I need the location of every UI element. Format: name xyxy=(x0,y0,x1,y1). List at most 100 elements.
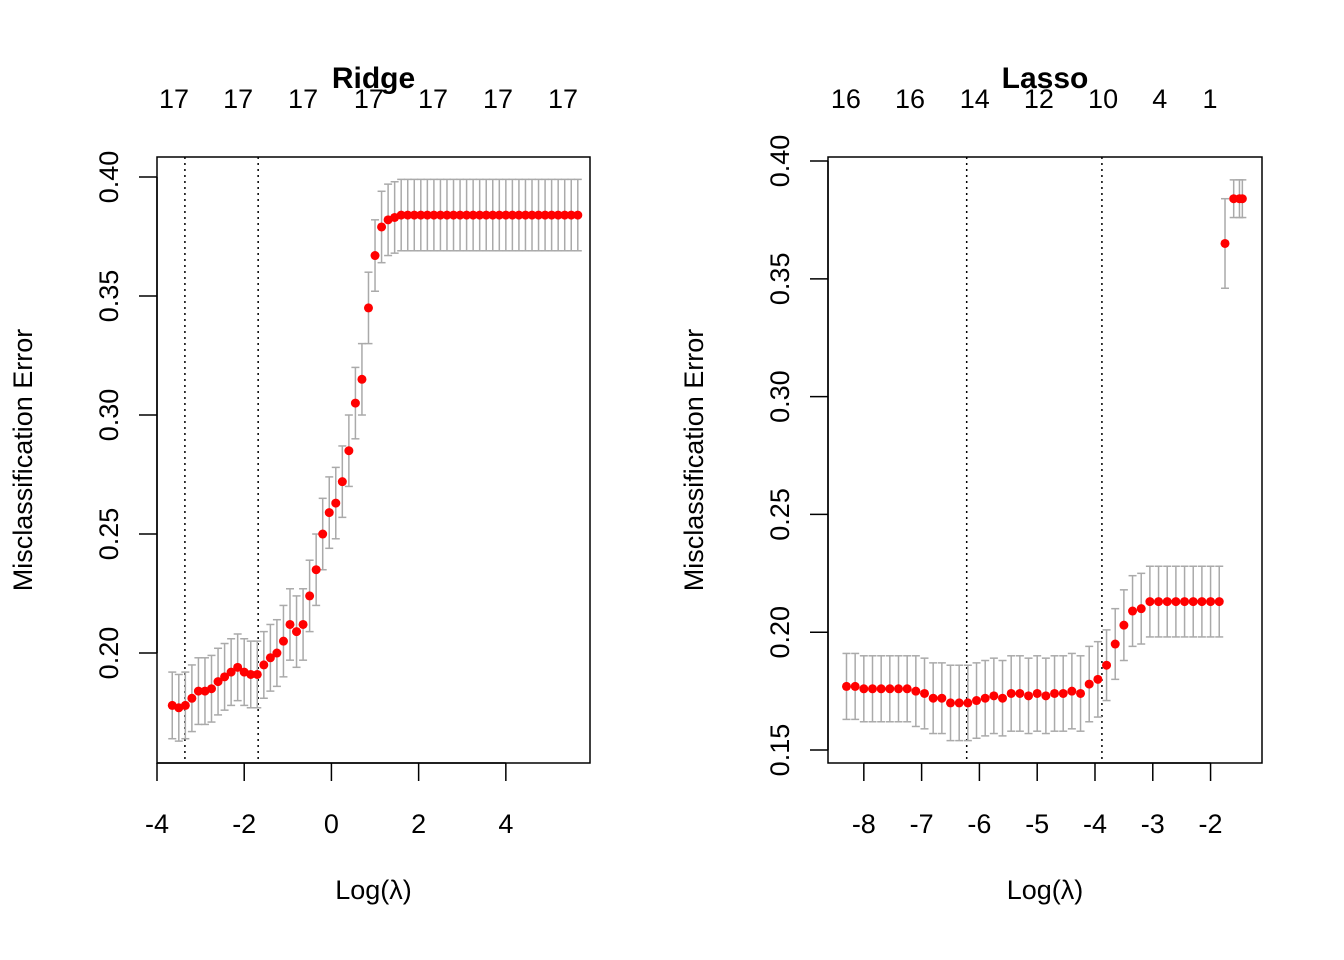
point xyxy=(429,210,439,220)
point xyxy=(226,667,236,677)
top-tick-label: 4 xyxy=(1152,84,1167,114)
point xyxy=(488,210,498,220)
point xyxy=(1136,604,1146,614)
y-tick-label: 0.25 xyxy=(94,508,124,561)
top-tick-label: 1 xyxy=(1202,84,1217,114)
top-tick-label: 17 xyxy=(354,84,384,114)
point xyxy=(937,693,947,703)
point xyxy=(876,684,886,694)
point xyxy=(1076,688,1086,698)
point xyxy=(534,210,544,220)
x-tick-label: -4 xyxy=(1083,809,1107,839)
top-tick-label: 17 xyxy=(483,84,513,114)
point xyxy=(540,210,550,220)
y-tick-label: 0.20 xyxy=(765,606,795,659)
point xyxy=(1032,688,1042,698)
point xyxy=(1237,194,1247,204)
point xyxy=(180,700,190,710)
point xyxy=(193,686,203,696)
point xyxy=(357,374,367,384)
top-tick-label: 17 xyxy=(548,84,578,114)
point xyxy=(285,619,295,629)
top-tick-label: 16 xyxy=(831,84,861,114)
point xyxy=(553,210,563,220)
point xyxy=(573,210,583,220)
plot-box xyxy=(827,156,1263,764)
point xyxy=(462,210,472,220)
point xyxy=(305,591,315,601)
point xyxy=(954,698,964,708)
point xyxy=(1162,597,1172,607)
top-tick-label: 12 xyxy=(1024,84,1054,114)
x-tick-label: 2 xyxy=(411,809,426,839)
point xyxy=(1220,238,1230,248)
point xyxy=(272,648,282,658)
point xyxy=(475,210,485,220)
top-tick-label: 17 xyxy=(418,84,448,114)
y-tick-label: 0.30 xyxy=(94,389,124,442)
point xyxy=(370,251,380,261)
point xyxy=(1041,691,1051,701)
point xyxy=(1214,597,1224,607)
point xyxy=(1197,597,1207,607)
point xyxy=(468,210,478,220)
point xyxy=(1110,639,1120,649)
point xyxy=(894,684,904,694)
y-tick-label: 0.20 xyxy=(94,627,124,680)
point xyxy=(292,627,302,637)
y-tick-label: 0.25 xyxy=(765,488,795,541)
point xyxy=(1171,597,1181,607)
point xyxy=(409,210,419,220)
point xyxy=(435,210,445,220)
y-tick-label: 0.40 xyxy=(94,151,124,204)
point xyxy=(1006,688,1016,698)
point xyxy=(449,210,459,220)
point xyxy=(363,303,373,313)
point xyxy=(998,693,1008,703)
point xyxy=(1145,597,1155,607)
x-tick-label: -3 xyxy=(1141,809,1165,839)
point xyxy=(1102,660,1112,670)
x-axis-label: Log(λ) xyxy=(1007,875,1084,905)
y-tick-label: 0.40 xyxy=(765,135,795,188)
point xyxy=(520,210,530,220)
point xyxy=(1128,606,1138,616)
point xyxy=(377,222,387,232)
point xyxy=(920,688,930,698)
point xyxy=(1154,597,1164,607)
x-tick-label: -6 xyxy=(967,809,991,839)
point xyxy=(403,210,413,220)
chart-title: Ridge xyxy=(332,62,415,95)
point xyxy=(350,398,360,408)
point xyxy=(213,677,223,687)
point xyxy=(885,684,895,694)
point xyxy=(207,684,217,694)
top-tick-label: 17 xyxy=(223,84,253,114)
point xyxy=(233,662,243,672)
x-tick-label: 4 xyxy=(498,809,513,839)
y-axis-label: Misclassification Error xyxy=(679,329,709,592)
point xyxy=(416,210,426,220)
point xyxy=(278,636,288,646)
point xyxy=(514,210,524,220)
point xyxy=(501,210,511,220)
point xyxy=(859,684,869,694)
x-tick-label: -7 xyxy=(910,809,934,839)
y-tick-label: 0.35 xyxy=(765,253,795,306)
chart-title: Lasso xyxy=(1002,62,1089,95)
point xyxy=(1050,688,1060,698)
point xyxy=(850,681,860,691)
point xyxy=(980,693,990,703)
y-tick-label: 0.15 xyxy=(765,724,795,777)
point xyxy=(455,210,465,220)
x-tick-label: 0 xyxy=(324,809,339,839)
point xyxy=(560,210,570,220)
point xyxy=(481,210,491,220)
point xyxy=(946,698,956,708)
point xyxy=(1206,597,1216,607)
point xyxy=(396,210,406,220)
point xyxy=(259,660,269,670)
point xyxy=(1093,674,1103,684)
x-axis-label: Log(λ) xyxy=(335,875,412,905)
